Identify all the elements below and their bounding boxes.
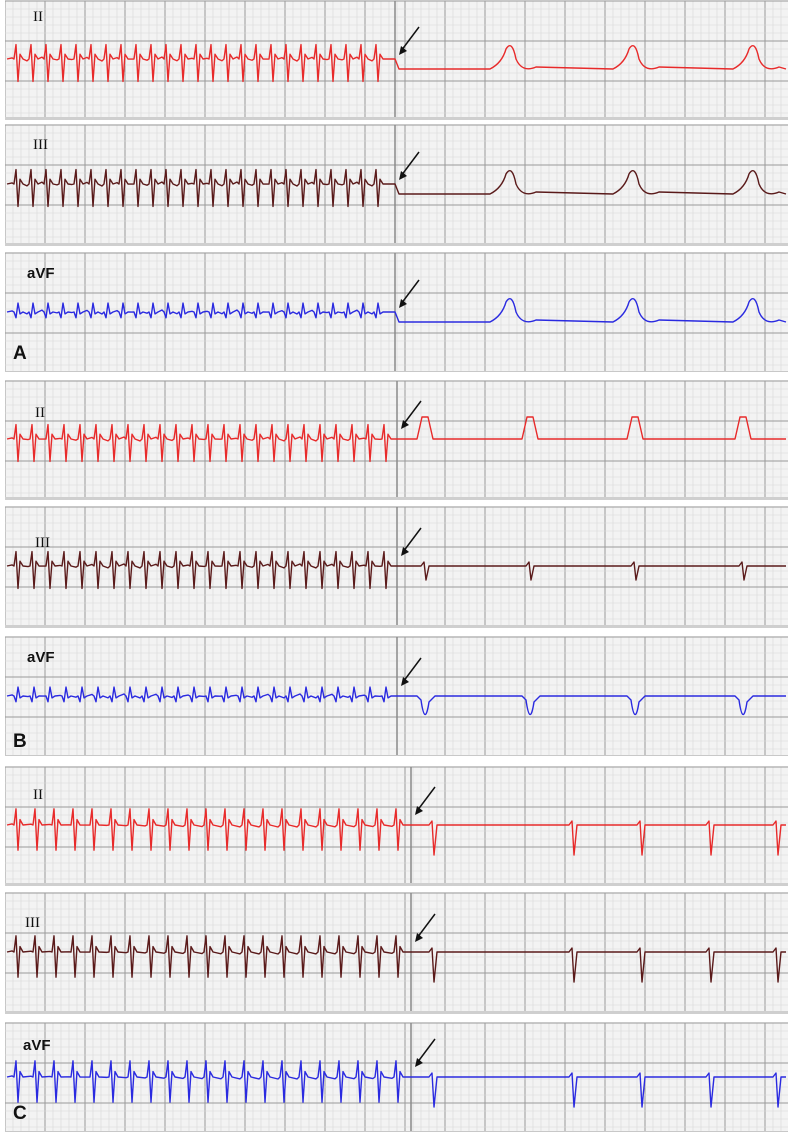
panel-label: C <box>13 1103 27 1124</box>
lead-label: II <box>35 405 45 421</box>
ecg-strip-a-lead-iii: III <box>5 124 788 246</box>
diagonal-arrow-icon <box>415 786 436 815</box>
ecg-trace-svg <box>5 1 788 117</box>
ecg-strip-b-lead-ii: II <box>5 380 788 500</box>
ecg-trace-svg <box>5 637 788 755</box>
ecg-strip-c-lead-avf: aVF C <box>5 1022 788 1132</box>
lead-label: III <box>35 535 50 551</box>
lead-label: III <box>25 915 40 931</box>
ecg-trace-svg <box>5 507 788 625</box>
ecg-trace-svg <box>5 767 788 883</box>
ecg-grid <box>5 1023 788 1131</box>
lead-label: aVF <box>23 1037 51 1054</box>
diagonal-arrow-icon <box>399 279 420 308</box>
diagonal-arrow-icon <box>399 26 420 55</box>
lead-label: II <box>33 787 43 803</box>
strip-divider <box>5 1011 788 1014</box>
lead-label: II <box>33 9 43 25</box>
ecg-strip-b-lead-avf: aVF B <box>5 636 788 756</box>
ecg-grid <box>5 893 788 1011</box>
diagonal-arrow-icon <box>415 1038 436 1067</box>
diagonal-arrow-icon <box>415 913 436 942</box>
ecg-trace-path <box>6 168 787 208</box>
ecg-trace-path <box>6 808 786 856</box>
panel-label: A <box>13 343 27 364</box>
lead-label: aVF <box>27 649 55 666</box>
strip-divider <box>5 883 788 886</box>
ecg-grid <box>5 125 788 243</box>
lead-label: aVF <box>27 265 55 282</box>
ecg-trace-path <box>6 935 786 983</box>
diagonal-arrow-icon <box>401 400 422 429</box>
ecg-grid <box>5 253 788 371</box>
strip-divider <box>5 243 788 246</box>
diagonal-arrow-icon <box>401 657 422 686</box>
ecg-strip-a-lead-avf: aVF A <box>5 252 788 372</box>
strip-divider <box>5 625 788 628</box>
ecg-strip-c-lead-ii: II <box>5 766 788 886</box>
diagonal-arrow-icon <box>399 151 420 180</box>
strip-divider <box>5 497 788 500</box>
strip-divider <box>5 117 788 120</box>
ecg-trace-svg <box>5 253 788 371</box>
panel-label: B <box>13 731 27 752</box>
ecg-trace-path <box>6 686 786 716</box>
ecg-strip-a-lead-ii: II <box>5 0 788 120</box>
ecg-trace-svg <box>5 125 788 243</box>
lead-label: III <box>33 137 48 153</box>
ecg-trace-svg <box>5 893 788 1011</box>
ecg-grid <box>5 507 788 625</box>
ecg-strip-b-lead-iii: III <box>5 506 788 628</box>
ecg-trace-path <box>6 298 787 323</box>
ecg-trace-path <box>6 43 787 83</box>
ecg-trace-svg <box>5 381 788 497</box>
ecg-trace-path <box>6 1060 786 1108</box>
ecg-trace-svg <box>5 1023 788 1131</box>
ecg-trace-path <box>6 550 786 590</box>
ecg-strip-c-lead-iii: III <box>5 892 788 1014</box>
diagonal-arrow-icon <box>401 527 422 556</box>
ecg-trace-path <box>6 416 786 463</box>
